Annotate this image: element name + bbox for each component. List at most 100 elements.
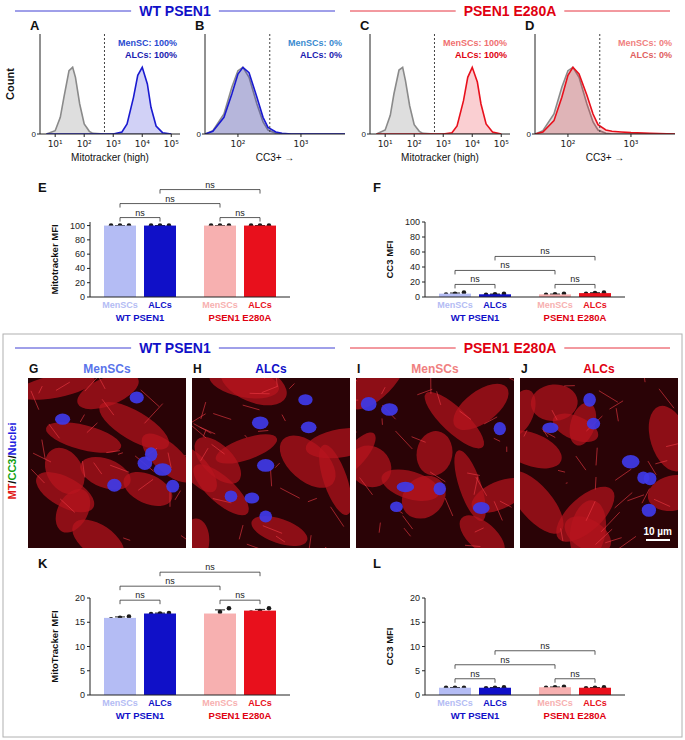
category-label: MenSCs [537, 300, 573, 310]
cell-body [248, 510, 311, 548]
filament [60, 499, 75, 512]
y-tick [87, 239, 90, 240]
significance-label: ns [165, 576, 175, 586]
bar [579, 688, 611, 695]
nucleus [166, 480, 179, 493]
x-axis-title: Mitotracker (high) [71, 152, 149, 163]
micrograph [356, 378, 514, 548]
annotation: ALCs: 0% [300, 50, 342, 60]
filament [144, 404, 162, 424]
cell-body [356, 437, 400, 496]
plot-area [205, 67, 345, 134]
y-tick-label: 0 [527, 130, 532, 139]
filament [110, 465, 129, 472]
y-tick [87, 695, 90, 696]
histogram-curve [205, 67, 345, 134]
filament [80, 415, 84, 422]
y-tick-label: 20 [410, 277, 420, 287]
x-tick-label: 10³ [106, 139, 121, 149]
nucleus [381, 403, 398, 416]
filament [465, 545, 480, 546]
y-tick-label: 80 [410, 232, 420, 242]
x-axis [205, 134, 345, 135]
cell-body [214, 378, 293, 414]
significance-bracket [555, 284, 595, 288]
cell-body [356, 378, 415, 419]
category-label: ALCs [148, 300, 172, 310]
filament [558, 470, 565, 472]
stain-label-part: CC3 [6, 459, 18, 481]
header-rule [564, 348, 670, 349]
x-tick [300, 134, 301, 137]
histogram-fill [535, 67, 675, 134]
annotation: ALCs: 0% [630, 50, 672, 60]
x-axis [90, 695, 290, 696]
filament [169, 491, 170, 507]
significance-bracket [160, 190, 260, 194]
scale-bar [646, 539, 670, 541]
panel-letter: F [373, 180, 381, 195]
panel-letter: K [38, 556, 48, 571]
annotation: MenSCs: 0% [618, 38, 672, 48]
panel-letter: B [195, 18, 204, 33]
y-tick [422, 695, 425, 696]
filament [192, 424, 206, 438]
histogram-curve [46, 67, 171, 134]
x-tick [142, 134, 143, 137]
y-tick-label: 60 [410, 247, 420, 257]
filament [395, 431, 412, 449]
header-rule [564, 11, 670, 12]
filament [475, 528, 484, 532]
filament [552, 410, 557, 420]
filament [330, 507, 343, 527]
filament [201, 402, 206, 419]
category-label: MenSCs [202, 300, 238, 310]
y-tick-label: 40 [410, 262, 420, 272]
filament [379, 523, 380, 533]
bar [144, 614, 176, 695]
category-label: ALCs [583, 300, 607, 310]
x-axis [40, 134, 180, 135]
y-axis-title: Mitotracker MFI [49, 224, 60, 294]
gate-line [434, 34, 435, 134]
scale-bar-label: 10 µm [643, 526, 672, 537]
x-axis-title: CC3+ → [586, 152, 625, 163]
gate-line [269, 34, 270, 134]
nucleus [130, 392, 144, 404]
category-label: MenSCs [202, 698, 238, 708]
significance-bracket [120, 600, 160, 604]
significance-label: ns [135, 208, 145, 218]
annotation: ALCs: 100% [455, 50, 507, 60]
x-tick [385, 134, 386, 137]
plot-area [46, 67, 171, 134]
y-tick [87, 282, 90, 283]
filament [430, 378, 431, 394]
filament [404, 528, 411, 536]
x-axis [425, 297, 625, 298]
filament [381, 418, 382, 424]
filament [524, 430, 527, 436]
filament [250, 393, 270, 395]
filament [494, 501, 502, 520]
bar [439, 294, 471, 297]
y-tick-label: 10 [410, 642, 420, 652]
significance-bracket [220, 218, 260, 222]
plot-area [535, 67, 675, 134]
bar [104, 618, 136, 695]
filament [213, 414, 231, 420]
filament [42, 440, 45, 460]
y-tick [422, 267, 425, 268]
y-tick-label: 15 [410, 617, 420, 627]
significance-label: ns [570, 669, 580, 679]
x-axis [425, 695, 625, 696]
filament [276, 378, 277, 387]
filament [308, 498, 317, 501]
histogram-fill [46, 67, 171, 134]
nucleus [259, 510, 272, 522]
significance-bracket [120, 204, 220, 208]
filament [262, 386, 278, 392]
stain-label-part: Nuclei [6, 422, 18, 455]
group-label: WT PSEN1 [116, 312, 165, 323]
bar [104, 226, 136, 297]
filament [39, 386, 43, 393]
